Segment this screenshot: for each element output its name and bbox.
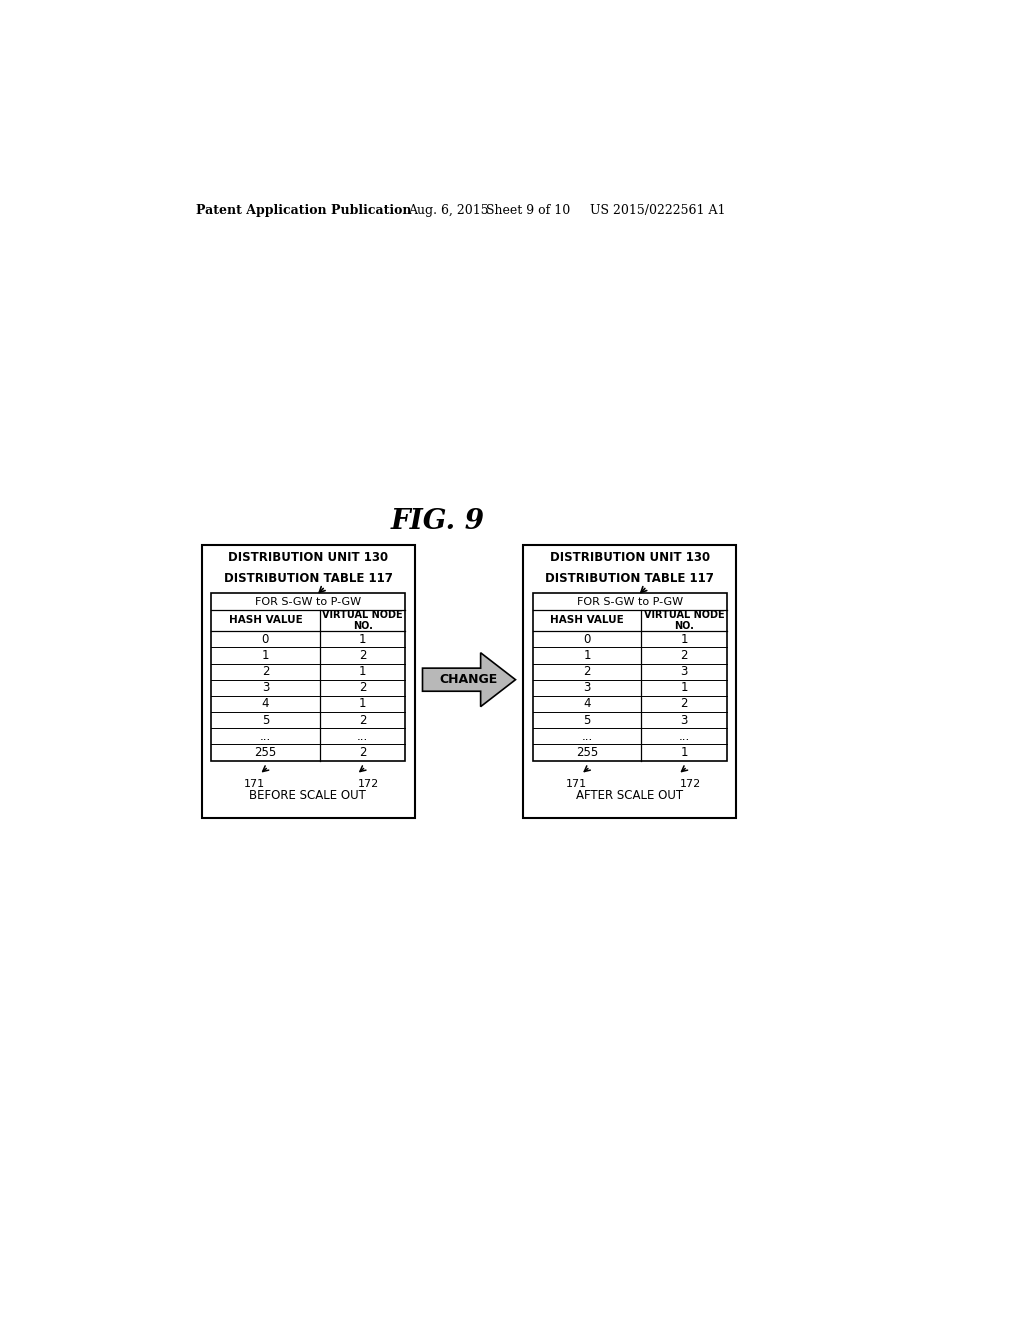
Text: DISTRIBUTION UNIT 130: DISTRIBUTION UNIT 130 bbox=[550, 550, 710, 564]
Text: 1: 1 bbox=[358, 665, 367, 678]
Text: FOR S-GW to P-GW: FOR S-GW to P-GW bbox=[255, 597, 361, 606]
Text: 0: 0 bbox=[584, 632, 591, 645]
Bar bbox=[211, 594, 406, 760]
Text: 4: 4 bbox=[262, 697, 269, 710]
Text: 2: 2 bbox=[358, 681, 367, 694]
Text: Sheet 9 of 10: Sheet 9 of 10 bbox=[486, 205, 570, 218]
Text: ...: ... bbox=[357, 730, 369, 743]
Text: Patent Application Publication: Patent Application Publication bbox=[197, 205, 412, 218]
Text: 2: 2 bbox=[681, 649, 688, 661]
Text: VIRTUAL NODE
NO.: VIRTUAL NODE NO. bbox=[644, 610, 725, 631]
Text: 3: 3 bbox=[584, 681, 591, 694]
Text: AFTER SCALE OUT: AFTER SCALE OUT bbox=[575, 789, 683, 803]
Text: US 2015/0222561 A1: US 2015/0222561 A1 bbox=[590, 205, 725, 218]
Text: DISTRIBUTION TABLE 117: DISTRIBUTION TABLE 117 bbox=[224, 573, 392, 585]
Text: 4: 4 bbox=[584, 697, 591, 710]
Text: 171: 171 bbox=[565, 779, 587, 788]
Text: ...: ... bbox=[679, 730, 690, 743]
Text: 1: 1 bbox=[358, 632, 367, 645]
Text: 1: 1 bbox=[584, 649, 591, 661]
Text: Aug. 6, 2015: Aug. 6, 2015 bbox=[409, 205, 489, 218]
Text: FIG. 9: FIG. 9 bbox=[391, 508, 485, 536]
Text: HASH VALUE: HASH VALUE bbox=[550, 615, 624, 626]
Text: 5: 5 bbox=[584, 714, 591, 726]
Text: 172: 172 bbox=[680, 779, 701, 788]
Text: DISTRIBUTION UNIT 130: DISTRIBUTION UNIT 130 bbox=[228, 550, 388, 564]
Text: ...: ... bbox=[582, 730, 593, 743]
Bar bbox=[532, 594, 727, 760]
Text: 1: 1 bbox=[681, 632, 688, 645]
Text: 3: 3 bbox=[681, 714, 688, 726]
Text: CHANGE: CHANGE bbox=[440, 673, 498, 686]
Text: 2: 2 bbox=[584, 665, 591, 678]
Text: DISTRIBUTION TABLE 117: DISTRIBUTION TABLE 117 bbox=[546, 573, 715, 585]
Text: 1: 1 bbox=[681, 746, 688, 759]
Text: ...: ... bbox=[260, 730, 271, 743]
Text: 2: 2 bbox=[358, 746, 367, 759]
Polygon shape bbox=[423, 653, 515, 706]
Bar bbox=[202, 545, 415, 818]
Text: 172: 172 bbox=[358, 779, 380, 788]
Text: VIRTUAL NODE
NO.: VIRTUAL NODE NO. bbox=[323, 610, 403, 631]
Text: 3: 3 bbox=[262, 681, 269, 694]
Text: 3: 3 bbox=[681, 665, 688, 678]
Text: 2: 2 bbox=[358, 649, 367, 661]
Text: FOR S-GW to P-GW: FOR S-GW to P-GW bbox=[577, 597, 683, 606]
Text: 5: 5 bbox=[262, 714, 269, 726]
Text: BEFORE SCALE OUT: BEFORE SCALE OUT bbox=[250, 789, 367, 803]
Text: 1: 1 bbox=[262, 649, 269, 661]
Text: 0: 0 bbox=[262, 632, 269, 645]
Text: 2: 2 bbox=[262, 665, 269, 678]
Text: 1: 1 bbox=[681, 681, 688, 694]
Text: 1: 1 bbox=[358, 697, 367, 710]
Text: 2: 2 bbox=[358, 714, 367, 726]
Text: HASH VALUE: HASH VALUE bbox=[228, 615, 302, 626]
Text: 2: 2 bbox=[681, 697, 688, 710]
Text: 255: 255 bbox=[254, 746, 276, 759]
Text: 171: 171 bbox=[244, 779, 265, 788]
Text: 255: 255 bbox=[575, 746, 598, 759]
Bar bbox=[523, 545, 736, 818]
